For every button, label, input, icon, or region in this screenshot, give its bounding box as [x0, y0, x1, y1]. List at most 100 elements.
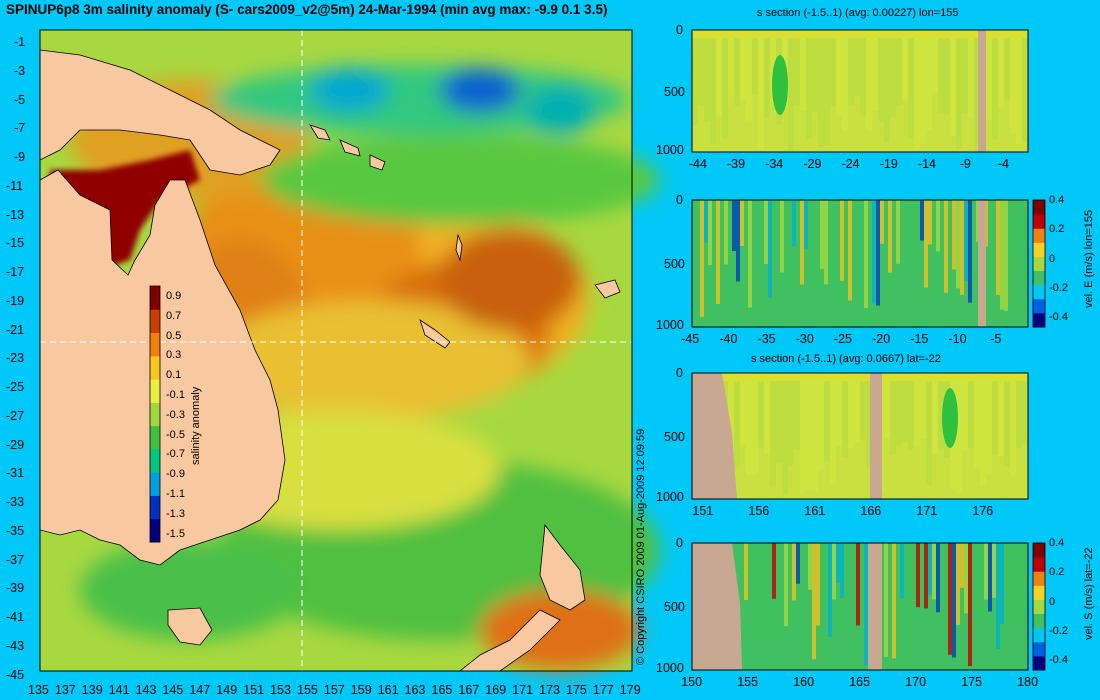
colorbar-segment [1033, 228, 1045, 243]
section-x-tick: -10 [948, 332, 967, 346]
section-column [904, 200, 908, 286]
section-column [1012, 200, 1016, 298]
section-column [784, 543, 788, 627]
section-column [1020, 543, 1024, 627]
section-column [976, 543, 980, 589]
section-column [756, 200, 760, 294]
map-x-tick: 169 [485, 683, 507, 697]
section-column [1000, 200, 1004, 310]
section-column [908, 543, 912, 660]
section-column [794, 30, 800, 106]
section-column [962, 30, 968, 113]
section-column [866, 30, 872, 131]
map-y-tick: -5 [14, 92, 26, 107]
section-column [960, 543, 964, 588]
section-column [868, 200, 872, 296]
section-column [804, 200, 808, 249]
map-colorbar-tick: -0.5 [166, 428, 185, 441]
section-column [756, 543, 760, 646]
map-x-tick: 175 [566, 683, 587, 697]
map-colorbar-segment [150, 495, 160, 520]
section-column [998, 30, 1004, 108]
section-column [760, 200, 764, 284]
map-x-tick: 167 [458, 683, 480, 697]
section-column [764, 30, 770, 119]
map-colorbar-tick: 0.3 [166, 349, 182, 362]
section-column [984, 543, 988, 600]
section-column [888, 200, 892, 273]
section-column [800, 373, 806, 493]
section-column [752, 30, 758, 95]
section-column [1008, 543, 1012, 619]
section-column [820, 200, 824, 270]
section-column [842, 30, 848, 131]
section-surface-band [692, 30, 1028, 38]
section-x-tick: -45 [681, 332, 700, 346]
section-column [884, 200, 888, 275]
section-y-tick: 500 [664, 257, 685, 272]
section-column [904, 543, 908, 609]
section-column [998, 373, 1004, 457]
section-column [872, 200, 876, 304]
vel-s-colorbar [1032, 542, 1046, 671]
section-column [708, 200, 712, 266]
section-column [844, 200, 848, 309]
section-column [972, 543, 976, 619]
section-column [944, 30, 950, 116]
colorbar-segment [1033, 214, 1045, 229]
section-column [974, 30, 980, 152]
section-land [692, 543, 742, 670]
colorbar-segment [1033, 200, 1045, 215]
map-colorbar-label: salinity anomaly [190, 386, 202, 465]
map-y-tick: -19 [6, 293, 25, 308]
section-column [890, 30, 896, 118]
main-title: SPINUP6p8 3m salinity anomaly (S- cars20… [6, 2, 608, 17]
section-column [908, 373, 914, 450]
section-column [936, 200, 940, 252]
salinity-map [39, 29, 660, 672]
map-colorbar-tick: 0.1 [166, 369, 182, 382]
colorbar-tick: -0.2 [1049, 281, 1068, 294]
colorbar-tick: 0.2 [1049, 566, 1065, 579]
section-column [820, 543, 824, 586]
section-column [956, 543, 960, 625]
section-y-tick: 1000 [656, 490, 684, 504]
map-y-tick: -23 [6, 351, 25, 366]
section-column [800, 30, 806, 112]
section-column [824, 30, 830, 145]
section-column [996, 200, 1000, 296]
section-column [796, 200, 800, 296]
section-x-tick: -29 [803, 157, 822, 171]
section-column [840, 543, 844, 598]
colorbar-segment [1033, 627, 1045, 643]
section-column [950, 30, 956, 136]
section-column [812, 200, 816, 320]
section-surface-band [692, 373, 1028, 381]
map-y-tick: -31 [6, 466, 25, 481]
section-column [844, 543, 848, 663]
section-column [828, 200, 832, 281]
section-column [878, 30, 884, 122]
section-column [996, 543, 1000, 649]
section-column [1004, 30, 1010, 101]
map-colorbar-tick: -1.1 [166, 488, 185, 500]
section-column [860, 200, 864, 323]
section-column [698, 30, 704, 106]
section-column [962, 373, 968, 452]
section-column [972, 200, 976, 257]
section-column [964, 543, 968, 614]
section-y-tick: 0 [676, 536, 683, 550]
section-column [760, 543, 764, 650]
s-section-lat [691, 372, 1029, 500]
vel-s-colorbar-label: vel. S (m/s) lat=-22 [1083, 547, 1095, 640]
section-column [1004, 200, 1008, 311]
section-column [876, 200, 880, 306]
section-column [824, 373, 830, 461]
section-column [772, 543, 776, 599]
section-x-tick: -35 [757, 332, 776, 346]
section-column [912, 200, 916, 323]
section-column [728, 373, 734, 476]
section-column [830, 30, 836, 106]
section-column [1010, 373, 1016, 477]
section-column [884, 30, 890, 143]
